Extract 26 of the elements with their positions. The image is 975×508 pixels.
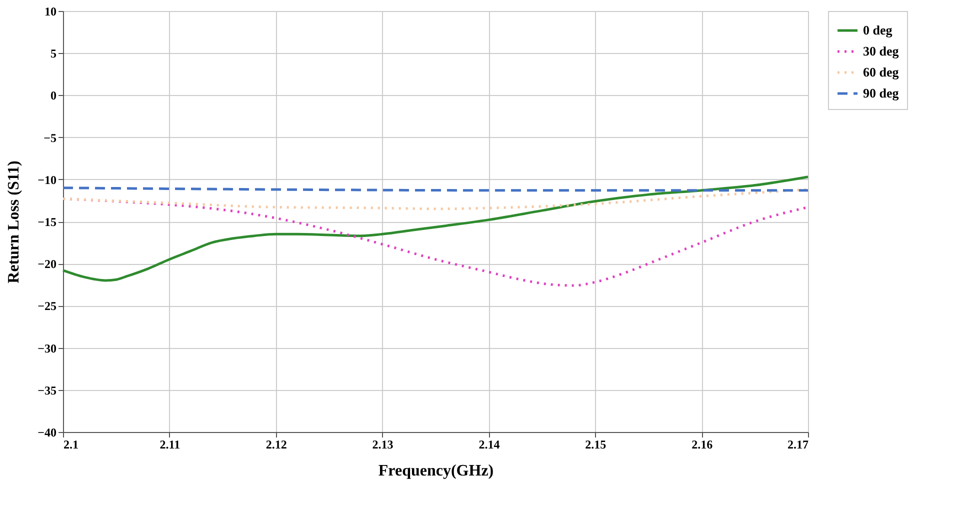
y-tick-label: −10 [38, 172, 56, 187]
x-tick-label: 2.12 [266, 438, 287, 452]
y-axis-title: Return Loss (S11) [6, 160, 23, 284]
legend-label: 90 deg [863, 86, 900, 100]
y-tick-label: −25 [38, 299, 56, 314]
x-tick-label: 2.1 [64, 438, 78, 452]
x-tick-label: 2.17 [788, 438, 808, 452]
y-tick-label: 5 [50, 46, 56, 61]
x-axis-title: Frequency(GHz) [378, 462, 494, 480]
line-series [62, 176, 810, 282]
x-tick-label: 2.15 [585, 438, 606, 452]
y-tick-label: −35 [38, 383, 56, 398]
legend-label: 60 deg [863, 64, 900, 80]
x-tick-label: 2.11 [160, 438, 180, 452]
y-tick-label: −5 [44, 130, 56, 145]
y-tick-label: −20 [38, 257, 56, 272]
legend-label: 0 deg [863, 22, 893, 38]
y-tick-label: 0 [50, 88, 56, 103]
x-tick-label: 2.14 [478, 438, 500, 452]
x-tick-label: 2.13 [372, 438, 394, 452]
legend-label: 30 deg [863, 44, 900, 58]
y-tick-label: −40 [38, 426, 56, 440]
x-tick-label: 2.16 [692, 438, 713, 452]
y-tick-label: −15 [38, 215, 56, 229]
y-tick-label: 10 [44, 4, 56, 18]
y-tick-label: −30 [38, 341, 56, 356]
